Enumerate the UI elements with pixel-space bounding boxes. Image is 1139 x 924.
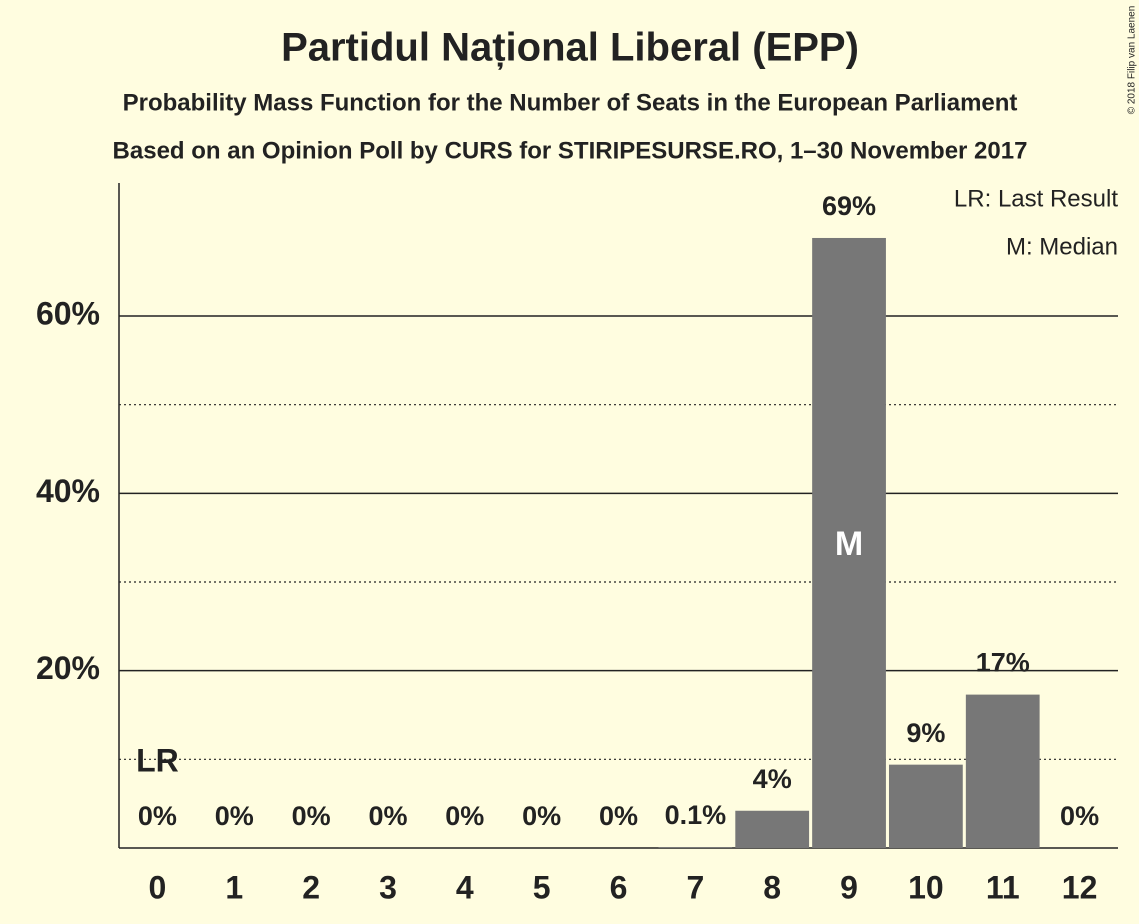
legend-entry: M: Median bbox=[1006, 233, 1118, 260]
bar bbox=[965, 694, 1040, 848]
copyright: © 2018 Filip van Laenen bbox=[1127, 6, 1138, 115]
value-label: 69% bbox=[822, 191, 876, 221]
value-label: 0.1% bbox=[665, 800, 727, 830]
bar bbox=[735, 810, 810, 848]
chart-subtitle: Probability Mass Function for the Number… bbox=[123, 89, 1018, 116]
y-tick-label: 60% bbox=[36, 295, 100, 331]
value-label: 0% bbox=[215, 801, 254, 831]
x-tick-label: 1 bbox=[225, 869, 243, 905]
y-tick-label: 40% bbox=[36, 473, 100, 509]
bar bbox=[812, 237, 886, 848]
x-tick-label: 7 bbox=[686, 869, 704, 905]
value-label: 0% bbox=[599, 801, 638, 831]
bar bbox=[888, 764, 963, 848]
x-tick-label: 6 bbox=[610, 869, 628, 905]
legend-entry: LR: Last Result bbox=[954, 185, 1118, 212]
value-label: 0% bbox=[368, 801, 407, 831]
value-label: 0% bbox=[522, 801, 561, 831]
value-label: 17% bbox=[976, 648, 1030, 678]
x-tick-label: 0 bbox=[149, 869, 167, 905]
chart-title: Partidul Național Liberal (EPP) bbox=[281, 26, 859, 70]
x-tick-label: 3 bbox=[379, 869, 397, 905]
y-tick-label: 20% bbox=[36, 650, 100, 686]
last-result-marker: LR bbox=[136, 742, 179, 778]
x-tick-label: 10 bbox=[908, 869, 944, 905]
bar bbox=[658, 847, 733, 848]
x-tick-label: 2 bbox=[302, 869, 320, 905]
value-label: 0% bbox=[445, 801, 484, 831]
x-tick-label: 8 bbox=[763, 869, 781, 905]
x-tick-label: 5 bbox=[533, 869, 551, 905]
value-label: 0% bbox=[292, 801, 331, 831]
x-tick-label: 4 bbox=[456, 869, 474, 905]
x-tick-label: 9 bbox=[840, 869, 858, 905]
value-label: 9% bbox=[906, 718, 945, 748]
median-marker: M bbox=[835, 525, 863, 563]
x-tick-label: 11 bbox=[986, 869, 1020, 905]
x-tick-label: 12 bbox=[1062, 869, 1098, 905]
chart-subtitle: Based on an Opinion Poll by CURS for STI… bbox=[113, 137, 1028, 164]
value-label: 0% bbox=[138, 801, 177, 831]
value-label: 0% bbox=[1060, 801, 1099, 831]
value-label: 4% bbox=[753, 764, 792, 794]
